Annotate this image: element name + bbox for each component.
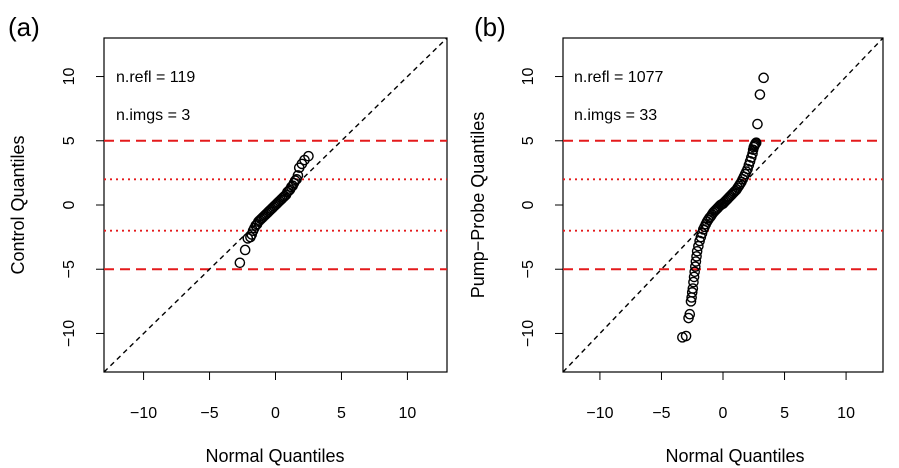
data-point [686,287,698,298]
data-point [690,256,702,267]
panel-tag: (a) [8,12,40,42]
y-tick-label: −5 [520,260,537,278]
y-tick-label: 5 [520,136,537,145]
data-point [289,175,301,186]
x-tick-label: −10 [586,405,613,422]
y-tick-label: −5 [61,260,78,278]
y-tick-label: −10 [520,320,537,347]
data-point [687,283,699,294]
data-point [691,245,703,257]
annotation-n-refl: n.refl = 1077 [574,69,664,86]
data-point [688,276,699,288]
data-point [239,244,251,256]
annotation-n-refl: n.refl = 119 [116,69,195,86]
data-point [684,308,696,320]
y-tick-label: 0 [61,200,78,209]
data-point [234,257,246,269]
data-point [689,266,700,278]
data-point [688,271,700,283]
x-tick-label: −5 [652,405,670,422]
panel-b: (b) −10 −5 0 5 10 −10 −5 0 5 10 n.refl = 1077 n.i… [468,12,884,466]
data-point [690,261,701,272]
x-axis-label: Normal Quantiles [665,446,804,466]
annotation-n-imgs: n.imgs = 33 [574,107,657,124]
x-tick-label: 0 [719,405,728,422]
panel-a: (a) −10 −5 0 5 10 −10 −5 0 5 10 n.refl = 119 n.im… [8,12,448,466]
data-point [680,330,692,342]
y-tick-label: −10 [61,320,78,347]
reference-line [104,38,447,372]
x-tick-label: −5 [200,405,218,422]
panel-tag: (b) [474,12,506,42]
y-axis-label: Control Quantiles [8,135,28,274]
annotation-n-imgs: n.imgs = 3 [116,107,190,124]
data-point [292,170,304,181]
y-tick-label: 10 [520,68,537,86]
x-tick-label: 0 [271,405,280,422]
data-point [303,150,314,162]
x-tick-label: 10 [399,405,417,422]
data-point [750,137,762,148]
y-tick-label: 10 [61,68,78,86]
data-point [758,72,769,84]
x-tick-label: 5 [337,405,346,422]
x-axis-label: Normal Quantiles [205,446,344,466]
y-axis-label: Pump−Probe Quantiles [468,112,488,299]
y-tick-label: 0 [520,200,537,209]
x-tick-label: 10 [837,405,855,422]
data-point [691,251,702,262]
x-tick-label: 5 [780,405,789,422]
x-tick-label: −10 [130,405,157,422]
data-point [754,89,766,100]
data-point [752,118,763,130]
y-tick-label: 5 [61,136,78,145]
